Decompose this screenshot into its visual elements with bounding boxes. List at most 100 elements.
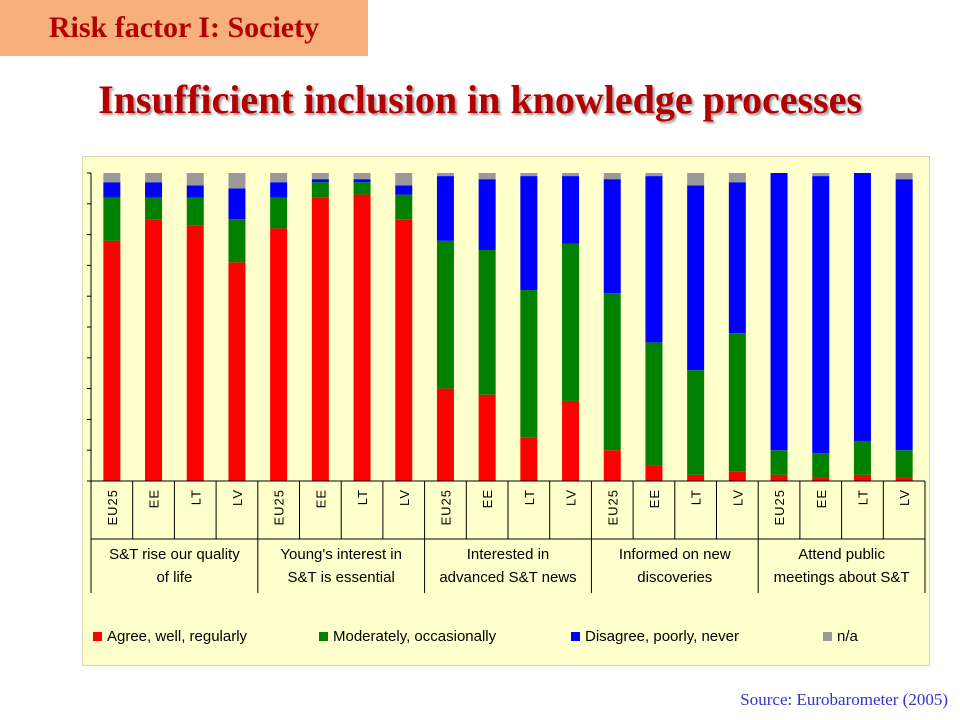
bar-segment (562, 173, 580, 177)
bar-segment (603, 173, 621, 180)
bar-segment (436, 176, 454, 241)
category-label: LT (689, 489, 704, 505)
category-label: LV (564, 489, 579, 506)
bar-segment (186, 197, 204, 226)
bar-segment (853, 474, 871, 481)
section-tag: Risk factor I: Society (0, 0, 368, 56)
bar-segment (311, 182, 329, 198)
group-label: S&T rise our quality (109, 546, 240, 563)
bar-segment (145, 197, 163, 220)
category-label: EU25 (772, 489, 787, 526)
bar-segment (228, 173, 246, 189)
bar-segment (562, 243, 580, 401)
source-note: Source: Eurobarometer (2005) (740, 690, 948, 709)
category-label: EE (147, 489, 162, 508)
bar-segment (562, 176, 580, 244)
bar-segment (895, 173, 913, 180)
bar-segment (353, 194, 371, 481)
category-label: EU25 (272, 489, 287, 526)
category-label: EE (313, 489, 328, 508)
stacked-bar-chart: 0%10%20%30%40%50%60%70%80%90%100%EU25EEL… (87, 172, 926, 645)
bar-segment (853, 173, 871, 441)
bar-segment (478, 173, 496, 180)
category-label: EU25 (105, 489, 120, 526)
legend-swatch (823, 632, 832, 641)
bar-segment (270, 182, 288, 198)
bar-segment (687, 173, 705, 186)
bar-segment (770, 173, 788, 451)
bar-segment (311, 197, 329, 481)
bar-segment (311, 179, 329, 183)
page-title: Insufficient inclusion in knowledge proc… (98, 77, 862, 122)
category-label: LT (188, 489, 203, 505)
bar-segment (520, 437, 538, 481)
legend-label: n/a (837, 628, 859, 645)
category-label: LT (355, 489, 370, 505)
bar-segment (145, 173, 163, 183)
category-label: LT (522, 489, 537, 505)
bar-segment (812, 176, 830, 454)
bar-segment (436, 173, 454, 177)
chart-panel: 0%10%20%30%40%50%60%70%80%90%100%EU25EEL… (82, 156, 930, 666)
bar-segment (728, 471, 746, 481)
bar-segment (395, 219, 413, 481)
category-label: EE (814, 489, 829, 508)
bar-segment (186, 225, 204, 481)
category-label: EE (480, 489, 495, 508)
bar-segment (603, 450, 621, 481)
group-label: meetings about S&T (774, 569, 910, 586)
bar-segment (270, 197, 288, 229)
group-label: of life (156, 569, 192, 586)
legend-swatch (571, 632, 580, 641)
bar-segment (478, 179, 496, 250)
bar-segment (645, 465, 663, 481)
legend-swatch (319, 632, 328, 641)
legend-label: Disagree, poorly, never (585, 628, 739, 645)
bar-segment (186, 185, 204, 198)
bar-segment (645, 342, 663, 466)
bar-segment (520, 176, 538, 291)
bar-segment (311, 173, 329, 180)
bar-segment (687, 370, 705, 475)
bar-segment (478, 394, 496, 481)
bar-segment (103, 182, 121, 198)
bar-segment (645, 176, 663, 343)
bar-segment (395, 194, 413, 220)
category-label: LV (397, 489, 412, 506)
bar-segment (436, 240, 454, 389)
legend-label: Moderately, occasionally (333, 628, 497, 645)
bar-segment (478, 250, 496, 395)
group-label: Informed on new (619, 546, 731, 563)
bar-segment (895, 450, 913, 478)
bar-segment (103, 240, 121, 481)
bar-segment (895, 477, 913, 481)
bar-segment (728, 173, 746, 183)
bar-segment (645, 173, 663, 177)
bar-segment (728, 333, 746, 472)
bar-segment (853, 440, 871, 475)
bar-segment (895, 179, 913, 451)
bar-segment (353, 182, 371, 195)
bar-segment (812, 477, 830, 481)
bar-segment (687, 474, 705, 481)
category-label: LT (855, 489, 870, 505)
group-label: S&T is essential (288, 569, 395, 586)
category-label: EE (647, 489, 662, 508)
group-label: Young's interest in (280, 546, 402, 563)
bar-segment (728, 182, 746, 334)
bar-segment (395, 173, 413, 186)
bar-segment (353, 179, 371, 183)
bar-segment (186, 173, 204, 186)
bar-segment (812, 453, 830, 478)
category-label: LV (897, 489, 912, 506)
bar-segment (395, 185, 413, 195)
category-label: LV (230, 489, 245, 506)
bar-segment (145, 219, 163, 481)
bar-segment (436, 388, 454, 481)
category-label: LV (730, 489, 745, 506)
bar-segment (687, 185, 705, 371)
bar-segment (145, 182, 163, 198)
bar-segment (228, 188, 246, 220)
bar-segment (353, 173, 371, 180)
group-label: advanced S&T news (439, 569, 576, 586)
